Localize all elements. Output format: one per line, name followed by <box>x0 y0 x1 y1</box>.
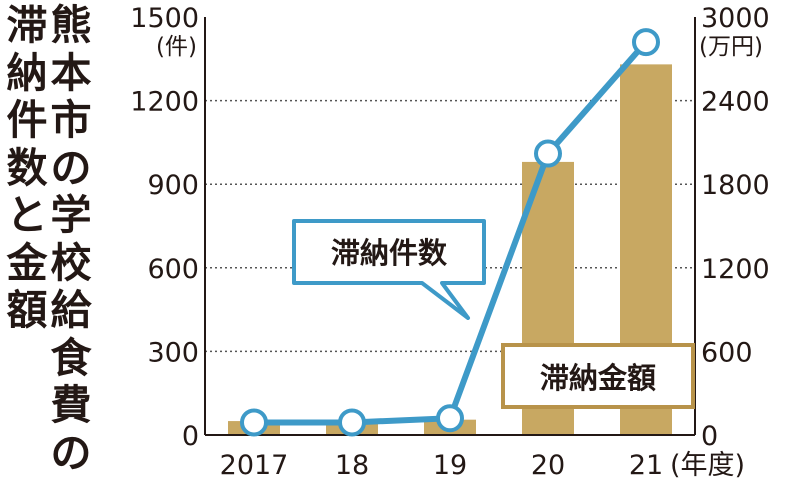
left-tick-label: 900 <box>147 170 199 201</box>
line-point-19 <box>436 404 464 433</box>
bar-series-label-box <box>501 343 695 409</box>
x-tick-label: 18 <box>335 450 369 481</box>
line-point-20 <box>534 139 562 168</box>
x-tick-label: 19 <box>433 450 467 481</box>
right-tick-label: 2400 <box>701 87 770 118</box>
x-tick-label: 21 <box>629 450 663 481</box>
left-tick-label: 600 <box>147 254 199 285</box>
right-tick-label: 600 <box>701 337 753 368</box>
right-tick-label: 3000 <box>701 3 770 34</box>
left-tick-label: 0 <box>182 421 199 452</box>
bar-series-label: 滞納金額 <box>540 361 656 395</box>
x-axis-suffix: (年度) <box>670 450 745 481</box>
left-tick-label: 300 <box>147 337 199 368</box>
right-tick-label: 0 <box>701 421 718 452</box>
line-series-label: 滞納件数 <box>331 236 448 270</box>
line-point-2017 <box>240 408 268 437</box>
line-point-21 <box>632 28 660 57</box>
chart-title: 熊本市の学校給食費の <box>50 1 92 477</box>
line-series-callout-box <box>292 219 486 320</box>
right-tick-label: 1200 <box>701 254 770 285</box>
right-tick-label: 1800 <box>701 170 770 201</box>
left-tick-label: 1200 <box>130 87 199 118</box>
x-tick-label: 2017 <box>220 450 289 481</box>
line-point-18 <box>338 408 366 437</box>
right-axis-unit: (万円) <box>699 34 763 60</box>
chart-subtitle: 滞納件数と金額 <box>6 1 48 334</box>
left-tick-label: 1500 <box>130 3 199 34</box>
x-tick-label: 20 <box>531 450 565 481</box>
left-axis-unit: (件) <box>156 34 197 60</box>
